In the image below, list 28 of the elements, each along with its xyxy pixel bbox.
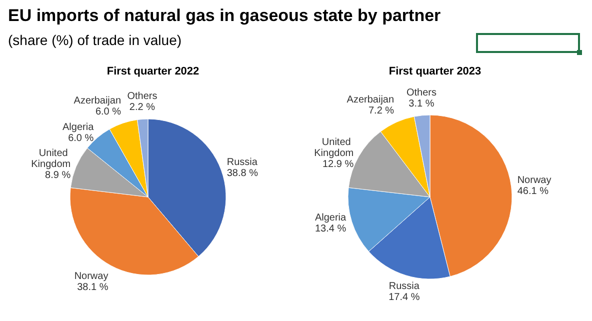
data-label: 13.4 % bbox=[314, 224, 346, 235]
data-label: 2.2 % bbox=[129, 102, 156, 114]
data-label: 7.2 % bbox=[368, 106, 394, 117]
data-label: 17.4 % bbox=[388, 292, 420, 304]
slice-label: Others bbox=[127, 91, 158, 102]
data-label: 46.1 % bbox=[517, 186, 549, 198]
slice-label: Russia bbox=[388, 281, 420, 292]
data-label: 8.9 % bbox=[45, 170, 71, 181]
data-label: 6.0 % bbox=[95, 106, 122, 118]
text: (share (%) of trade in value) bbox=[8, 32, 183, 48]
slice-label: Azerbaijan bbox=[346, 94, 394, 106]
data-label: 3.1 % bbox=[408, 98, 434, 110]
slice-label: Norway bbox=[74, 270, 108, 282]
chart-title: First quarter 2023 bbox=[388, 66, 482, 78]
data-label: 38.1 % bbox=[77, 282, 108, 293]
slice-label: Russia bbox=[226, 157, 258, 168]
slice-label: Others bbox=[406, 87, 436, 98]
data-label: 12.9 % bbox=[322, 158, 354, 170]
data-label: 6.0 % bbox=[68, 132, 94, 144]
slice-label: United Kingdom bbox=[31, 148, 71, 170]
slice-label: United Kingdom bbox=[314, 136, 354, 159]
slice-label: Norway bbox=[517, 175, 552, 186]
text: EU imports of natural gas in gaseous state by partner bbox=[8, 6, 442, 26]
slice-label: Azerbaijan bbox=[74, 95, 122, 106]
chart-title: First quarter 2022 bbox=[106, 66, 200, 78]
data-label: 38.8 % bbox=[226, 168, 258, 180]
slice-label: Algeria bbox=[314, 212, 347, 224]
slice-label: Algeria bbox=[62, 122, 94, 133]
